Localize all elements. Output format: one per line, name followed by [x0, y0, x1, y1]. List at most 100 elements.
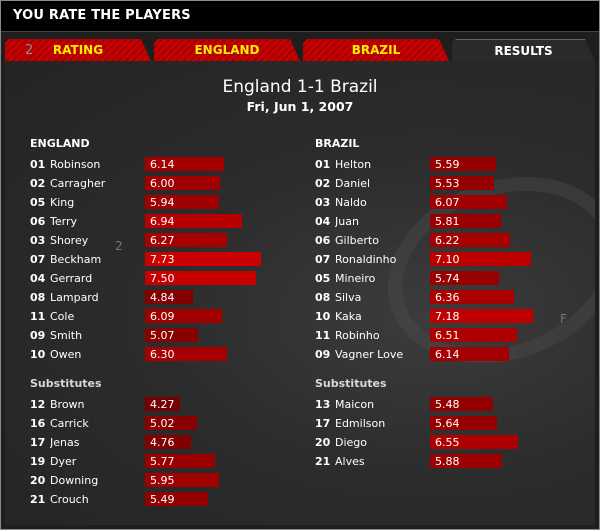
player-name: Edmilson — [335, 417, 386, 430]
team-name: ENGLAND — [30, 137, 90, 150]
rating-value: 6.27 — [150, 234, 175, 247]
rating-value: 7.50 — [150, 272, 175, 285]
player-name: Brown — [50, 398, 85, 411]
player-name: Carragher — [50, 177, 106, 190]
player-row: 03 Shorey 6.27 — [30, 232, 300, 251]
player-number: 11 — [315, 329, 331, 342]
player-row: 21 Alves 5.88 — [315, 453, 585, 472]
rating-value: 5.02 — [150, 417, 175, 430]
team-brazil: BRAZIL 01 Helton 5.59 02 Daniel 5.53 03 Naldo 6.… — [315, 137, 585, 472]
player-number: 01 — [30, 158, 46, 171]
player-row: 09 Smith 5.07 — [30, 327, 300, 346]
rating-value: 5.77 — [150, 455, 175, 468]
rating-bar — [430, 290, 514, 304]
player-name: Crouch — [50, 493, 89, 506]
player-row: 10 Owen 6.30 — [30, 346, 300, 365]
player-row: 04 Juan 5.81 — [315, 213, 585, 232]
rating-value: 4.76 — [150, 436, 175, 449]
rating-bar — [430, 416, 497, 430]
rating-bar — [430, 454, 502, 468]
player-name: Helton — [335, 158, 372, 171]
tab-rating-prefix: 2 — [25, 43, 34, 58]
rating-value: 4.27 — [150, 398, 175, 411]
rating-bar — [145, 454, 215, 468]
rating-bar — [145, 195, 219, 209]
player-number: 07 — [30, 253, 46, 266]
player-number: 03 — [315, 196, 331, 209]
rating-bar — [145, 233, 227, 247]
match-date: Fri, Jun 1, 2007 — [246, 99, 354, 114]
rating-bar — [145, 271, 256, 285]
team-england: ENGLAND 01 Robinson 6.14 02 Carragher 6.00 05 K… — [30, 137, 300, 510]
rating-value: 5.64 — [435, 417, 460, 430]
rating-bar — [145, 214, 242, 228]
tab-rating-label: RATING — [52, 43, 104, 57]
player-number: 19 — [30, 455, 46, 468]
player-number: 13 — [315, 398, 331, 411]
player-name: Silva — [335, 291, 362, 304]
tab-england[interactable]: ENGLAND — [154, 39, 300, 61]
rating-bar — [145, 290, 193, 304]
player-name: Smith — [50, 329, 83, 342]
tab-england-label: ENGLAND — [194, 43, 260, 57]
player-number: 17 — [315, 417, 331, 430]
player-name: Ronaldinho — [335, 253, 397, 266]
rating-bar — [430, 214, 501, 228]
player-number: 08 — [30, 291, 46, 304]
substitutes-list: 13 Maicon 5.48 17 Edmilson 5.64 20 Diego 6.55 21 A… — [315, 396, 585, 472]
player-name: Vagner Love — [335, 348, 404, 361]
rating-value: 6.36 — [435, 291, 460, 304]
tab-results-label: RESULTS — [494, 44, 553, 58]
rating-bar — [430, 397, 493, 411]
player-number: 10 — [315, 310, 331, 323]
rating-bar — [145, 309, 222, 323]
rating-bar — [145, 157, 224, 171]
player-number: 10 — [30, 348, 46, 361]
rating-bar — [145, 328, 198, 342]
player-number: 21 — [30, 493, 46, 506]
player-name: Alves — [335, 455, 365, 468]
rating-value: 7.18 — [435, 310, 460, 323]
player-number: 06 — [315, 234, 331, 247]
rating-bar — [430, 195, 507, 209]
player-number: 11 — [30, 310, 46, 323]
rating-bar — [430, 157, 496, 171]
rating-value: 4.84 — [150, 291, 175, 304]
rating-value: 5.48 — [435, 398, 460, 411]
rating-bar — [430, 435, 518, 449]
rating-value: 5.88 — [435, 455, 460, 468]
player-name: Daniel — [335, 177, 371, 190]
player-name: Mineiro — [335, 272, 376, 285]
player-row: 17 Jenas 4.76 — [30, 434, 300, 453]
rating-value: 6.51 — [435, 329, 460, 342]
rating-bar — [145, 473, 219, 487]
player-row: 01 Helton 5.59 — [315, 156, 585, 175]
rating-value: 6.14 — [435, 348, 460, 361]
tab-results[interactable]: RESULTS — [452, 39, 595, 61]
rating-value: 6.22 — [435, 234, 460, 247]
rating-bar — [430, 309, 533, 323]
rating-value: 6.94 — [150, 215, 175, 228]
rating-bar — [430, 252, 531, 266]
starters-list: 01 Robinson 6.14 02 Carragher 6.00 05 King 5.94 0… — [30, 156, 300, 365]
player-row: 01 Robinson 6.14 — [30, 156, 300, 175]
rating-bar — [145, 416, 197, 430]
player-number: 02 — [315, 177, 331, 190]
rating-value: 6.00 — [150, 177, 175, 190]
player-row: 06 Gilberto 6.22 — [315, 232, 585, 251]
tab-brazil[interactable]: BRAZIL — [303, 39, 449, 61]
tab-bar: 2 RATING ENGLAND BRAZIL RESULTS — [5, 39, 595, 61]
player-name: Owen — [50, 348, 82, 361]
player-number: 03 — [30, 234, 46, 247]
tab-rating[interactable]: 2 RATING — [5, 39, 151, 61]
player-name: Maicon — [335, 398, 375, 411]
player-name: Shorey — [50, 234, 89, 247]
player-number: 04 — [30, 272, 46, 285]
background-decoration-digit: 2 — [115, 239, 123, 253]
starters-list: 01 Helton 5.59 02 Daniel 5.53 03 Naldo 6.07 04 Jua… — [315, 156, 585, 365]
player-number: 09 — [30, 329, 46, 342]
player-name: Juan — [335, 215, 359, 228]
player-row: 20 Downing 5.95 — [30, 472, 300, 491]
player-name: Jenas — [50, 436, 80, 449]
